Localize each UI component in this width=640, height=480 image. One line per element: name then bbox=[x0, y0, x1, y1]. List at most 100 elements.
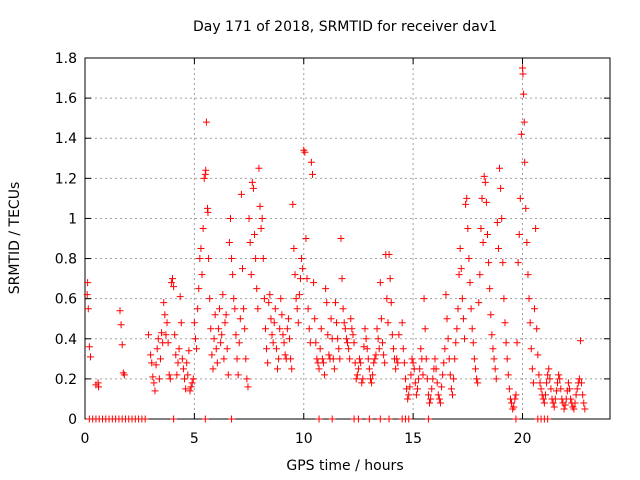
data-point bbox=[239, 265, 246, 273]
data-point bbox=[319, 359, 327, 367]
data-point bbox=[178, 355, 186, 363]
data-point bbox=[372, 351, 380, 359]
data-point bbox=[298, 255, 306, 263]
data-point bbox=[389, 345, 397, 353]
data-point bbox=[255, 164, 263, 172]
data-point bbox=[449, 391, 456, 399]
data-point bbox=[579, 391, 587, 399]
y-tick-label: 0.8 bbox=[55, 252, 77, 268]
data-point bbox=[179, 365, 187, 373]
data-point bbox=[457, 265, 465, 273]
data-point bbox=[170, 415, 178, 423]
data-point bbox=[258, 214, 266, 222]
data-point bbox=[376, 415, 384, 423]
data-point bbox=[263, 345, 271, 353]
y-tick-label: 0 bbox=[68, 412, 77, 428]
data-point bbox=[186, 387, 194, 395]
data-point bbox=[412, 391, 420, 399]
data-point bbox=[302, 235, 310, 242]
data-point bbox=[342, 335, 350, 343]
data-point bbox=[544, 371, 552, 379]
data-point bbox=[490, 355, 498, 363]
data-point bbox=[487, 311, 495, 319]
data-point bbox=[322, 285, 330, 293]
data-point bbox=[218, 331, 226, 339]
data-point bbox=[284, 315, 292, 323]
data-point bbox=[226, 214, 234, 222]
data-point bbox=[417, 345, 425, 353]
y-tick-label: 1.2 bbox=[55, 171, 77, 187]
data-point bbox=[315, 415, 323, 423]
grid bbox=[85, 58, 610, 419]
data-point bbox=[443, 315, 451, 323]
data-point bbox=[240, 305, 248, 313]
data-point bbox=[116, 307, 124, 315]
data-point bbox=[220, 355, 228, 363]
data-point bbox=[374, 335, 382, 343]
data-point bbox=[198, 271, 206, 279]
data-point bbox=[409, 359, 417, 367]
data-point bbox=[307, 158, 315, 166]
data-point bbox=[305, 325, 313, 333]
data-point bbox=[291, 271, 299, 279]
x-tick-label: 5 bbox=[190, 431, 199, 447]
data-point bbox=[480, 172, 488, 180]
data-point bbox=[144, 331, 152, 339]
data-point bbox=[529, 379, 537, 387]
data-point bbox=[442, 291, 450, 299]
data-point bbox=[184, 371, 192, 379]
data-point bbox=[361, 325, 369, 333]
data-point bbox=[149, 373, 157, 381]
data-point bbox=[463, 194, 471, 202]
data-point bbox=[340, 319, 348, 327]
y-tick-label: 1 bbox=[68, 211, 77, 227]
data-point bbox=[155, 375, 163, 383]
data-point bbox=[546, 375, 554, 383]
data-point bbox=[459, 315, 467, 323]
data-point bbox=[293, 305, 301, 313]
data-point bbox=[516, 194, 524, 202]
data-point bbox=[334, 335, 342, 343]
data-point bbox=[381, 359, 389, 367]
data-point bbox=[429, 375, 437, 383]
data-point bbox=[331, 299, 339, 307]
data-point bbox=[465, 255, 473, 263]
data-point bbox=[237, 190, 245, 198]
data-point bbox=[405, 391, 413, 399]
data-point bbox=[283, 325, 291, 333]
data-point bbox=[408, 355, 416, 363]
data-point bbox=[441, 345, 449, 353]
data-point bbox=[560, 405, 568, 413]
data-point bbox=[511, 395, 519, 403]
data-point bbox=[478, 194, 486, 202]
data-point bbox=[295, 291, 303, 299]
data-point bbox=[337, 235, 345, 242]
data-point bbox=[353, 371, 361, 379]
data-point bbox=[384, 319, 392, 327]
data-point bbox=[286, 335, 294, 343]
data-point bbox=[245, 214, 253, 222]
data-point bbox=[537, 385, 545, 393]
data-point bbox=[230, 295, 238, 303]
data-point bbox=[288, 365, 296, 373]
data-point bbox=[434, 391, 442, 399]
data-point bbox=[399, 345, 407, 353]
data-point bbox=[549, 399, 557, 407]
data-point bbox=[456, 245, 464, 253]
data-point bbox=[365, 365, 373, 373]
data-point bbox=[317, 325, 325, 333]
y-tick-label: 0.4 bbox=[55, 332, 77, 348]
data-point bbox=[354, 415, 362, 423]
data-point bbox=[341, 325, 349, 333]
data-point bbox=[161, 311, 169, 319]
data-point bbox=[84, 279, 92, 287]
data-point bbox=[290, 245, 298, 253]
data-point bbox=[95, 383, 103, 391]
data-point bbox=[118, 341, 126, 349]
data-point bbox=[166, 375, 174, 383]
data-point bbox=[329, 355, 337, 363]
data-point bbox=[191, 335, 199, 343]
data-point bbox=[543, 379, 551, 387]
data-point bbox=[151, 387, 159, 395]
data-point bbox=[401, 375, 409, 383]
